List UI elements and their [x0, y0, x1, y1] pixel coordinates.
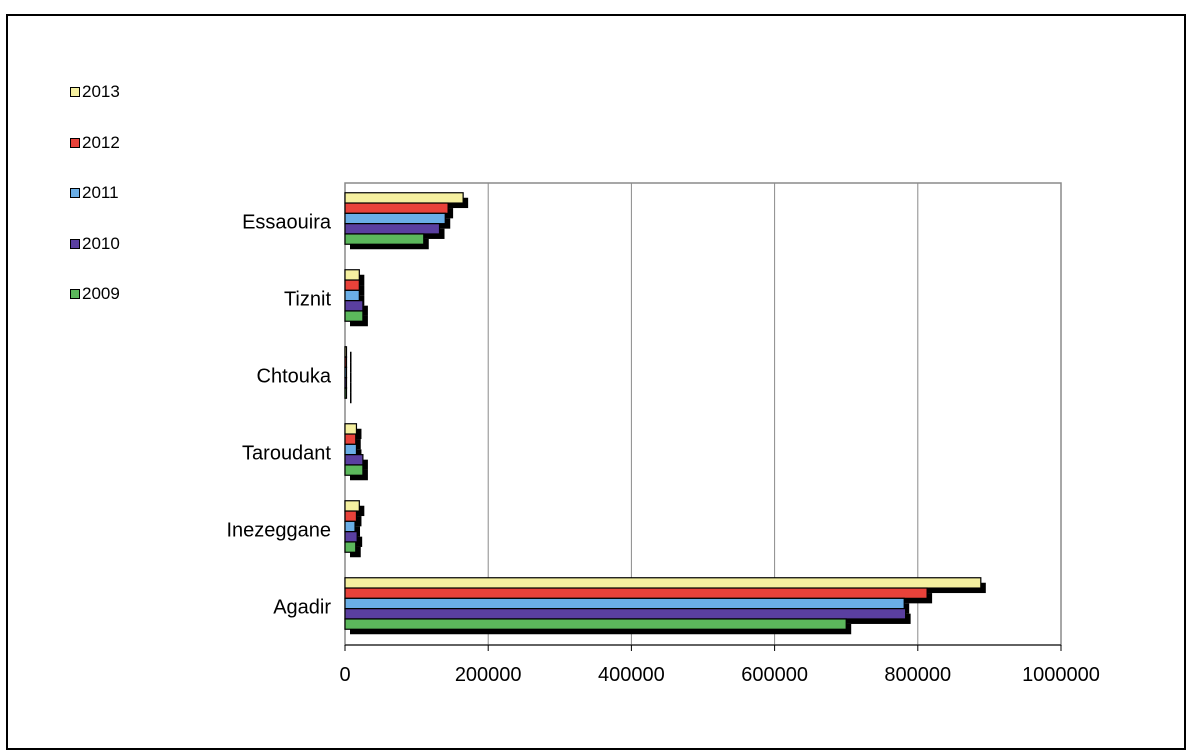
legend-label: 2012	[82, 132, 120, 152]
legend-label: 2010	[82, 233, 120, 253]
legend-swatch	[70, 87, 80, 97]
bar	[344, 212, 446, 225]
legend-label: 2013	[82, 82, 120, 101]
bar-shadow	[350, 351, 352, 363]
bar	[344, 269, 360, 281]
bar	[344, 433, 357, 445]
legend-item: 2010	[70, 234, 120, 254]
bar-chart: Agadir Inezeggane Taroudant Chtouka Tiznit Es…	[226, 182, 1100, 686]
tick-label: 0	[339, 664, 350, 686]
bar	[344, 464, 364, 476]
tick-label: 800000	[884, 664, 951, 686]
legend-swatch	[70, 289, 80, 299]
chart-frame: Agadir Inezeggane Taroudant Chtouka Tiznit Es…	[6, 14, 1186, 750]
bar-shadow	[350, 392, 352, 404]
bar	[344, 443, 358, 456]
bar	[344, 608, 907, 620]
bar	[344, 510, 358, 522]
bar	[344, 356, 348, 368]
legend-item: 2012	[70, 133, 120, 153]
bar	[344, 618, 847, 630]
bar	[344, 577, 982, 589]
bar	[344, 223, 441, 235]
category-label: Chtouka	[257, 366, 332, 388]
plot-area	[344, 182, 1062, 646]
bar	[344, 289, 360, 302]
bar	[344, 454, 364, 466]
bar	[344, 310, 364, 322]
legend-item: 2011	[70, 183, 119, 203]
bar	[344, 387, 348, 399]
bar	[344, 541, 357, 553]
legend-label: 2009	[82, 284, 120, 303]
legend-swatch	[70, 238, 80, 249]
category-label: Essaouira	[242, 212, 332, 234]
legend-item: 2009	[70, 284, 120, 304]
category-label: Tiznit	[284, 289, 331, 311]
bar	[344, 192, 464, 204]
tick-label: 600000	[741, 664, 808, 686]
bar	[344, 233, 425, 245]
legend-label: 2011	[82, 183, 119, 202]
legend-item: 2013	[70, 82, 120, 102]
bar	[344, 423, 358, 435]
bar	[344, 346, 348, 358]
legend-swatch	[70, 188, 80, 198]
bar	[344, 366, 348, 379]
bar	[344, 520, 356, 533]
bar	[344, 377, 348, 389]
legend-swatch	[70, 137, 80, 148]
bar	[344, 500, 360, 512]
tick-label: 1000000	[1022, 664, 1100, 686]
category-label: Taroudant	[242, 443, 331, 465]
tick-label: 400000	[598, 664, 665, 686]
bar	[344, 587, 928, 599]
category-label: Agadir	[273, 597, 331, 619]
category-label: Inezeggane	[226, 520, 331, 542]
bar	[344, 597, 905, 610]
bar	[344, 279, 360, 291]
bar	[344, 300, 364, 312]
bar	[344, 202, 449, 214]
tick-label: 200000	[455, 664, 522, 686]
bar-shadow	[350, 382, 352, 393]
bar-shadow	[350, 362, 352, 373]
bar-shadow	[350, 372, 352, 383]
bar	[344, 531, 358, 543]
